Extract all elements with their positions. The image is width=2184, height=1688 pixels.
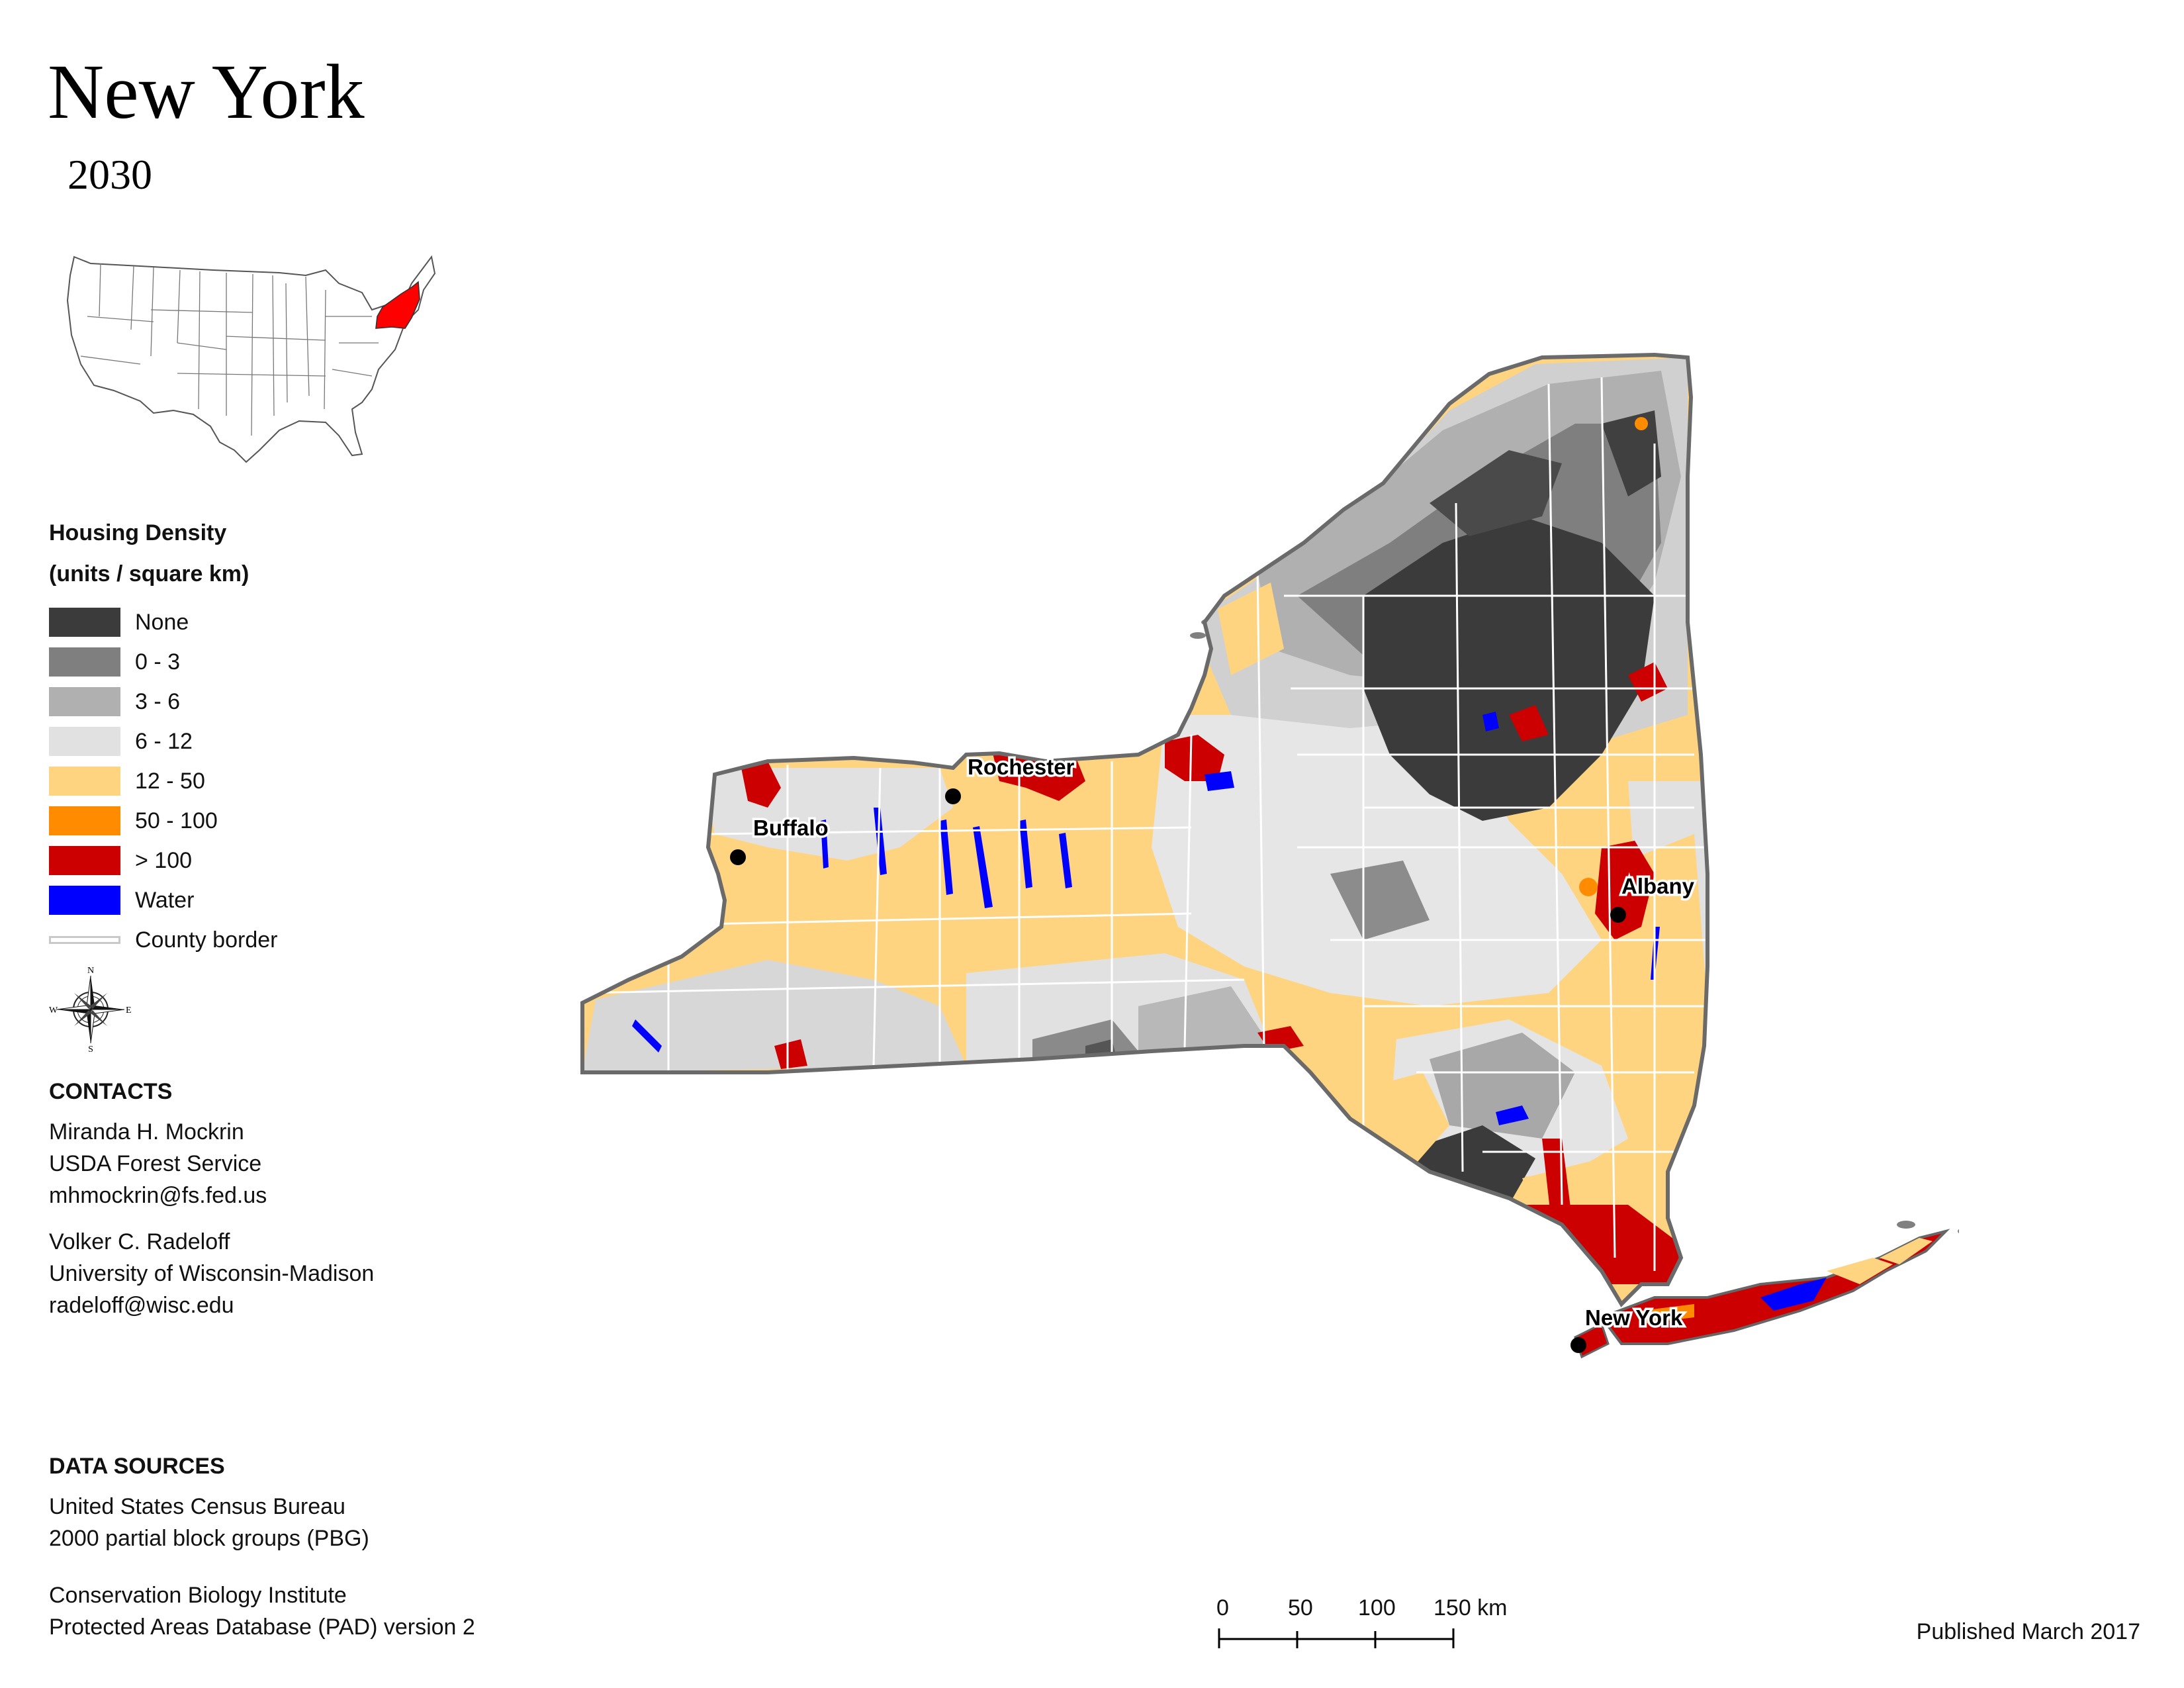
legend-item-6-12: 6 - 12 xyxy=(49,727,193,756)
city-buffalo: Buffalo xyxy=(730,814,831,865)
legend-swatch xyxy=(49,687,120,716)
legend-label: None xyxy=(135,610,189,635)
legend-swatch xyxy=(49,727,120,756)
city-marker xyxy=(1570,1337,1586,1353)
urban-area xyxy=(774,1039,807,1069)
contact-email: radeloff@wisc.edu xyxy=(49,1293,234,1318)
contact-org: University of Wisconsin-Madison xyxy=(49,1261,375,1286)
contact-name: Volker C. Radeloff xyxy=(49,1229,230,1254)
city-marker xyxy=(730,849,746,865)
city-label: New York xyxy=(1585,1305,1683,1330)
legend-item-water: Water xyxy=(49,886,194,915)
water-body xyxy=(1562,1284,1582,1304)
urban-area xyxy=(1628,662,1668,702)
city-label: Buffalo xyxy=(753,816,829,840)
source-name: United States Census Bureau xyxy=(49,1494,345,1519)
legend-units: (units / square km) xyxy=(49,561,250,586)
city-marker xyxy=(1610,907,1626,923)
data-source-1: United States Census Bureau 2000 partial… xyxy=(49,1491,369,1554)
usa-locator-inset xyxy=(66,255,436,463)
legend-item-0-3: 0 - 3 xyxy=(49,647,180,677)
legend-swatch xyxy=(49,846,120,875)
water-body xyxy=(1059,833,1072,888)
compass-s: S xyxy=(88,1045,93,1053)
legend-swatch xyxy=(49,647,120,677)
new-york-housing-density-map: Rochester Buffalo Albany New York xyxy=(569,344,1959,1359)
urban-area xyxy=(1430,1198,1469,1231)
legend-swatch xyxy=(49,806,120,835)
legend-swatch xyxy=(49,608,120,637)
legend-item-50-100: 50 - 100 xyxy=(49,806,218,835)
legend-title: Housing Density xyxy=(49,520,227,545)
water-body xyxy=(940,820,953,895)
source-detail: 2000 partial block groups (PBG) xyxy=(49,1526,369,1551)
map-year: 2030 xyxy=(68,151,152,198)
compass-e: E xyxy=(126,1006,132,1015)
legend-swatch xyxy=(49,767,120,796)
compass-n: N xyxy=(87,966,94,976)
scale-label-150-km: 150 km xyxy=(1433,1595,1508,1620)
source-name: Conservation Biology Institute xyxy=(49,1583,347,1608)
contact-name: Miranda H. Mockrin xyxy=(49,1119,244,1145)
contact-person-2: Volker C. Radeloff University of Wiscons… xyxy=(49,1226,374,1321)
published-date: Published March 2017 xyxy=(1916,1619,2140,1644)
island-shape xyxy=(1958,1229,1959,1234)
contacts-heading: CONTACTS xyxy=(49,1079,173,1104)
contact-org: USDA Forest Service xyxy=(49,1151,262,1176)
water-body xyxy=(1019,820,1032,888)
urban-area xyxy=(1509,705,1549,741)
city-label: Albany xyxy=(1621,874,1695,898)
city-rochester: Rochester xyxy=(945,753,1077,804)
legend-item-12-50: 12 - 50 xyxy=(49,767,205,796)
legend-item-none: None xyxy=(49,608,189,637)
water-body xyxy=(1482,712,1499,731)
usa-outline xyxy=(66,255,436,463)
legend-label: 0 - 3 xyxy=(135,649,181,675)
urban-area xyxy=(741,761,781,808)
legend-swatch xyxy=(49,886,120,915)
data-sources-heading: DATA SOURCES xyxy=(49,1454,225,1479)
legend-item-county-border: County border xyxy=(49,925,277,955)
legend-item-over-100: > 100 xyxy=(49,846,192,875)
water-body xyxy=(973,826,993,908)
density-layer xyxy=(582,357,1707,1304)
legend-label: 3 - 6 xyxy=(135,689,181,714)
city-albany: Albany xyxy=(1610,872,1697,923)
legend-label: County border xyxy=(135,927,278,953)
scale-label-100: 100 xyxy=(1358,1595,1396,1620)
water-body xyxy=(632,1019,662,1053)
legend-label: Water xyxy=(135,888,195,913)
urban-area xyxy=(649,867,715,940)
island-shape xyxy=(1190,632,1206,639)
state-borders xyxy=(80,263,379,436)
source-detail: Protected Areas Database (PAD) version 2 xyxy=(49,1615,475,1640)
compass-w: W xyxy=(49,1006,58,1015)
scale-bar xyxy=(1218,1628,1455,1648)
water-body xyxy=(1760,1278,1827,1311)
city-label: Rochester xyxy=(968,755,1075,779)
scale-label-0: 0 xyxy=(1216,1595,1229,1620)
contact-person-1: Miranda H. Mockrin USDA Forest Service m… xyxy=(49,1116,267,1211)
compass-rose-icon: N S W E xyxy=(49,966,132,1053)
city-new-york: New York xyxy=(1570,1303,1685,1353)
water-body xyxy=(1496,1105,1529,1125)
scale-label-50: 50 xyxy=(1288,1595,1313,1620)
legend-label: 50 - 100 xyxy=(135,808,218,833)
county-border-swatch xyxy=(49,936,120,944)
legend-label: > 100 xyxy=(135,848,193,873)
water-body xyxy=(1205,771,1234,791)
legend-label: 6 - 12 xyxy=(135,729,193,754)
urban-area xyxy=(1165,735,1224,781)
new-york-highlight xyxy=(375,281,420,329)
map-title: New York xyxy=(48,48,365,135)
city-marker xyxy=(945,788,961,804)
water-body xyxy=(874,808,887,875)
data-source-2: Conservation Biology Institute Protected… xyxy=(49,1579,475,1643)
island-shape xyxy=(1897,1221,1915,1229)
legend-item-3-6: 3 - 6 xyxy=(49,687,180,716)
contact-email: mhmockrin@fs.fed.us xyxy=(49,1183,267,1208)
legend-label: 12 - 50 xyxy=(135,769,205,794)
